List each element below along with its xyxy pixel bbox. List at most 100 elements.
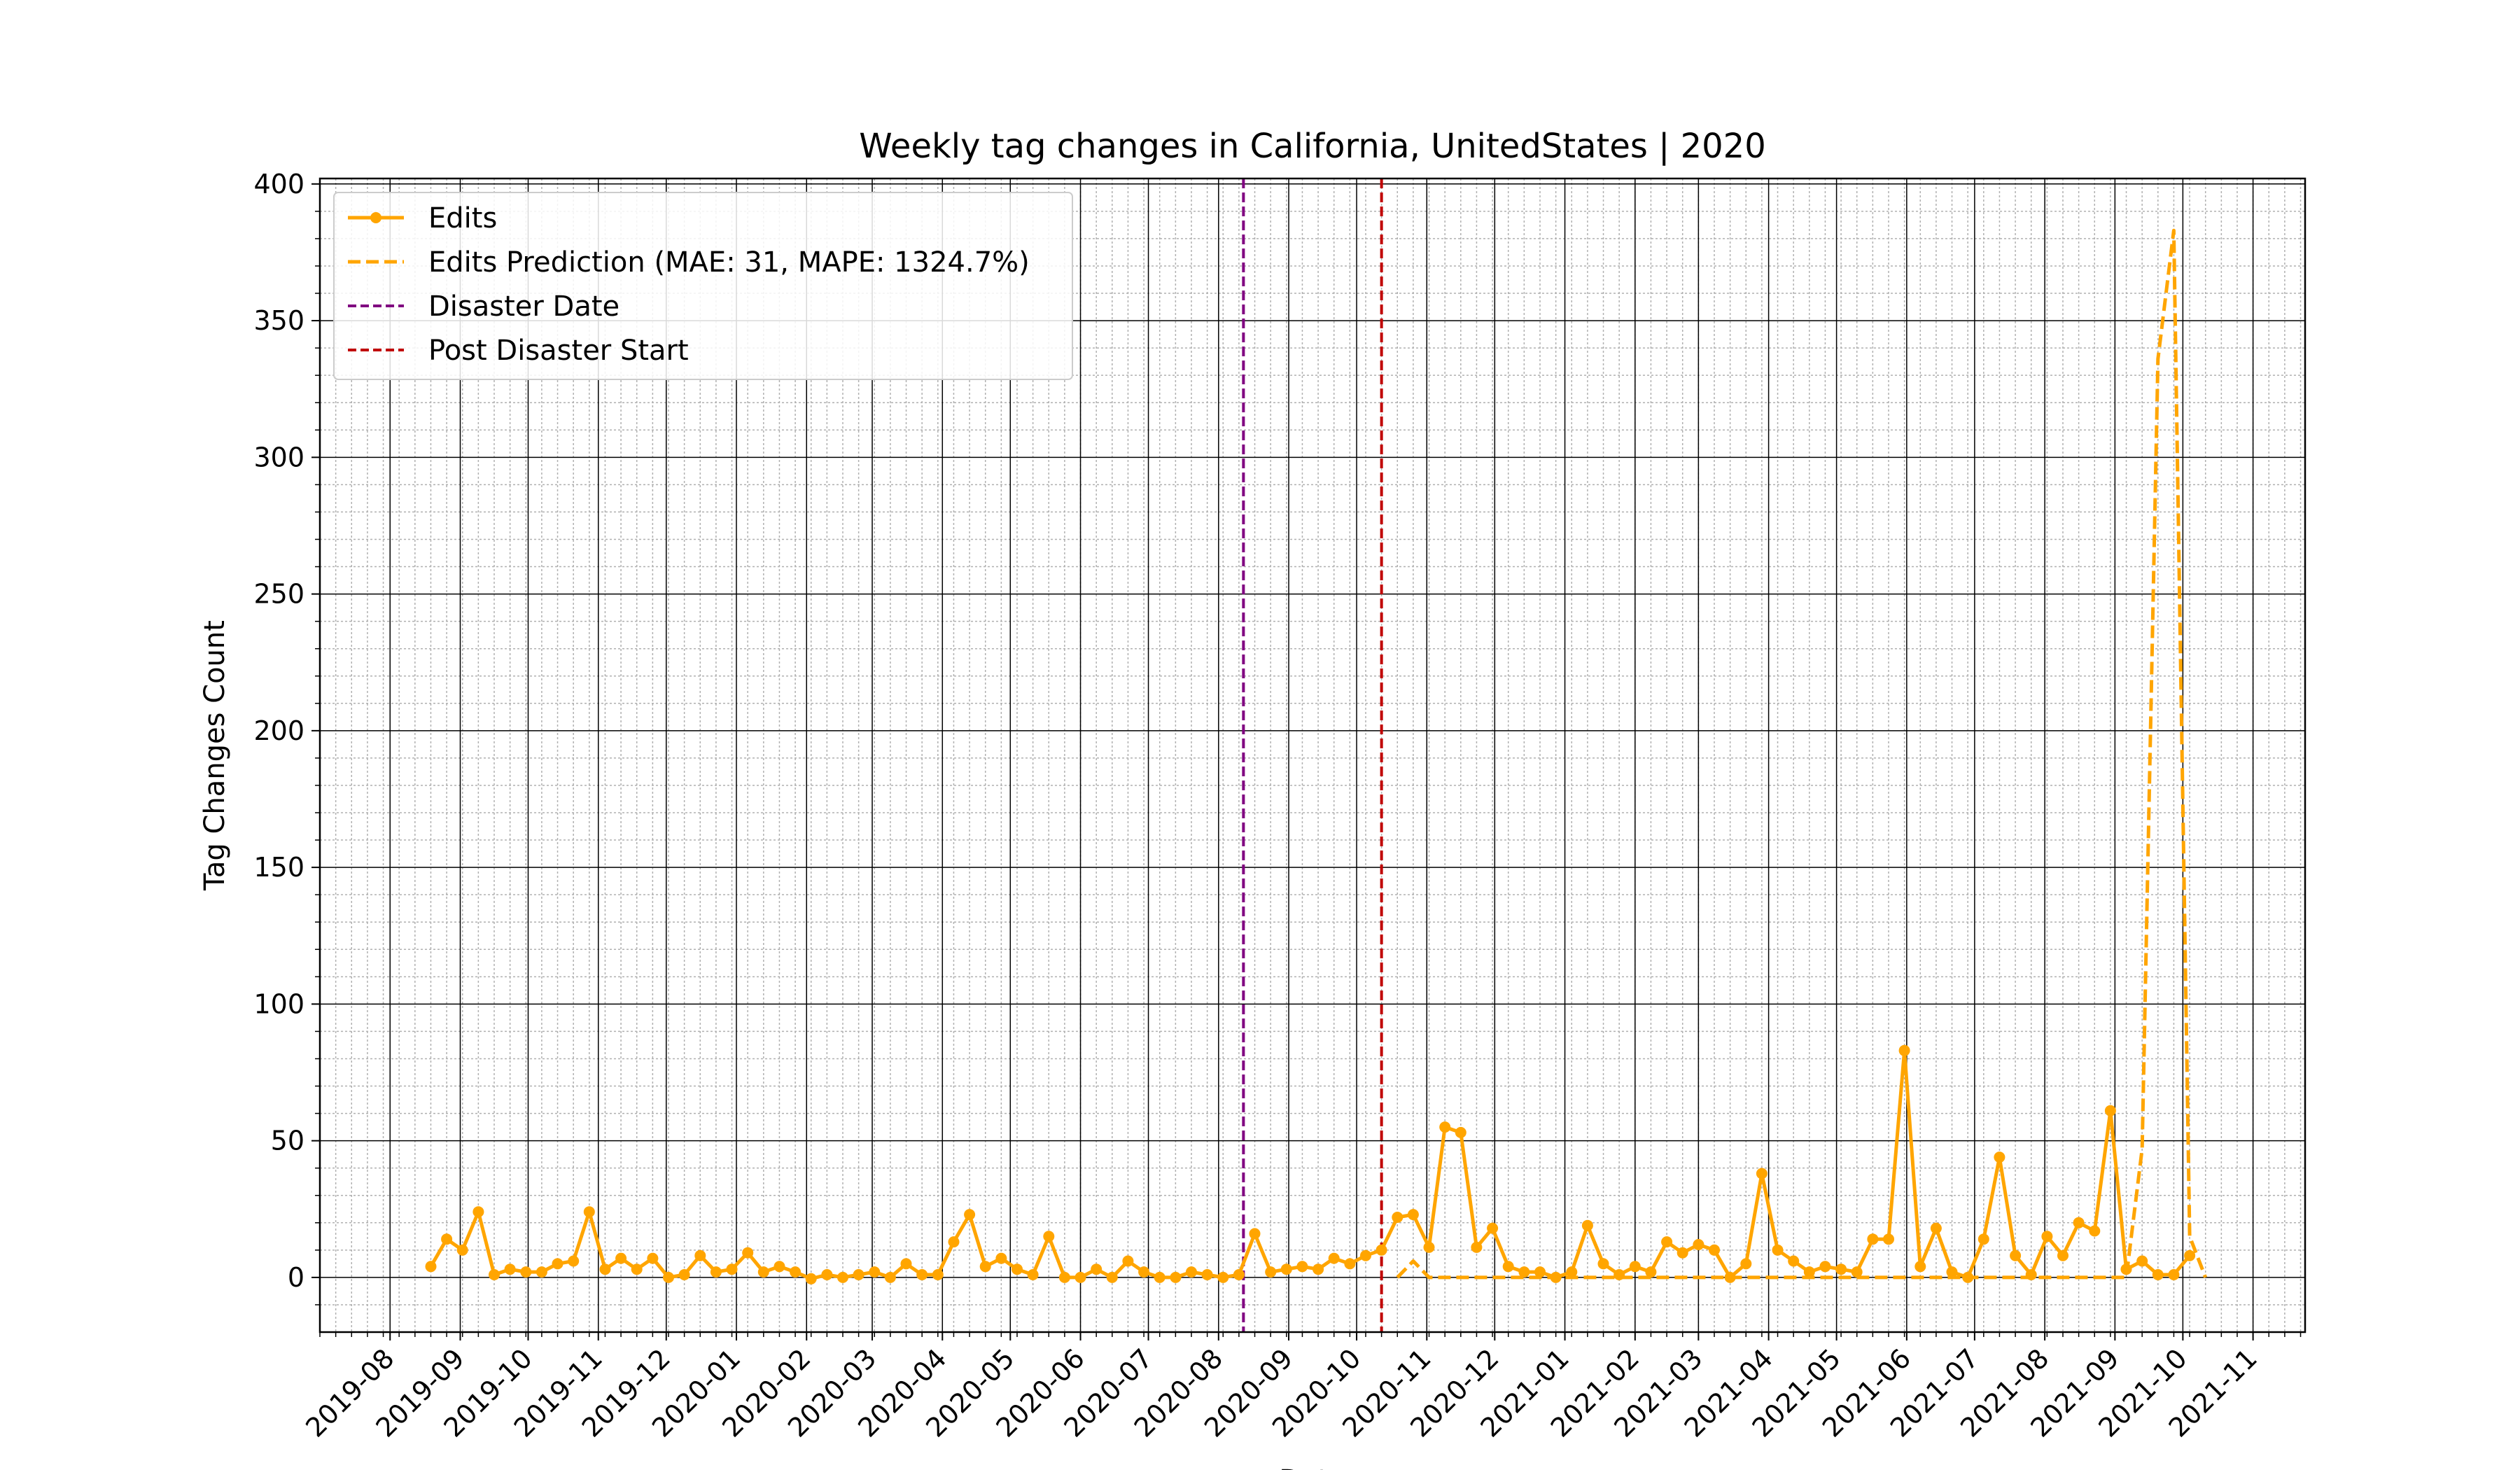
edits-point [520, 1266, 532, 1278]
edits-point [1074, 1271, 1086, 1283]
edits-point [1914, 1261, 1926, 1273]
edits-point [2057, 1250, 2068, 1261]
edits-point [2152, 1269, 2164, 1280]
edits-point [1676, 1247, 1688, 1259]
y-tick-label: 100 [253, 988, 304, 1019]
edits-point [472, 1206, 484, 1218]
edits-point [1597, 1258, 1609, 1270]
x-axis-label: Date [1279, 1464, 1346, 1470]
edits-point [583, 1206, 595, 1218]
edits-point [1803, 1266, 1815, 1278]
y-tick-label: 200 [253, 715, 304, 746]
edits-point [900, 1258, 912, 1270]
plot-frame [318, 177, 2306, 1334]
edits-point [456, 1244, 468, 1256]
edits-point [1392, 1212, 1404, 1223]
edits-point [2168, 1269, 2180, 1280]
edits-point [1011, 1264, 1023, 1275]
edits-point [568, 1255, 580, 1267]
edits-point [1487, 1222, 1499, 1234]
edits-point [1423, 1241, 1435, 1253]
edits-point [2073, 1217, 2085, 1228]
edits-point [1930, 1222, 1942, 1234]
legend-label: Edits [428, 202, 497, 234]
edits-point [1835, 1264, 1847, 1275]
y-tick-label: 50 [271, 1126, 304, 1156]
edits-line [429, 1049, 2192, 1281]
edits-point [1296, 1261, 1308, 1273]
edits-point [425, 1261, 437, 1273]
edits-point [536, 1266, 547, 1278]
edits-point [726, 1264, 738, 1275]
edits-point [1994, 1152, 2005, 1163]
edits-point [1106, 1271, 1118, 1283]
edits-point [647, 1252, 659, 1264]
edits-point [1265, 1266, 1277, 1278]
edits-point [1439, 1121, 1451, 1133]
edits-point [979, 1261, 991, 1273]
edits-point [1772, 1244, 1784, 1256]
y-tick-label: 350 [253, 305, 304, 336]
legend-marker-edits [370, 212, 382, 223]
edits-point [2184, 1250, 2196, 1261]
edits-point [1756, 1168, 1768, 1180]
edits-point [1819, 1261, 1831, 1273]
edits-point [2104, 1105, 2116, 1116]
legend-label: Edits Prediction (MAE: 31, MAPE: 1324.7%… [428, 246, 1030, 279]
edits-point [694, 1250, 706, 1261]
edits-point [1867, 1233, 1879, 1245]
edits-point [1154, 1271, 1166, 1283]
edits-point [1534, 1266, 1546, 1278]
edits-point [742, 1247, 754, 1259]
edits-point [1581, 1219, 1593, 1231]
y-tick-label: 150 [253, 852, 304, 883]
grid-layer [319, 178, 2305, 1332]
edits-point [615, 1252, 627, 1264]
edits-point [1201, 1269, 1213, 1280]
edits-point [1740, 1258, 1752, 1270]
series-layer [425, 228, 2208, 1284]
edits-point [932, 1269, 944, 1280]
edits-point [1851, 1266, 1863, 1278]
legend: Edits Edits Prediction (MAE: 31, MAPE: 13… [333, 192, 1073, 380]
edits-point [1407, 1209, 1419, 1221]
vline-layer [1242, 178, 1383, 1332]
edits-point [1376, 1244, 1387, 1256]
edits-point [631, 1264, 643, 1275]
edits-point [678, 1269, 690, 1280]
edits-point [1709, 1244, 1720, 1256]
edits-point [837, 1271, 848, 1283]
edits-point [1344, 1258, 1356, 1270]
edits-point [441, 1233, 453, 1245]
chart-title: Weekly tag changes in California, United… [859, 127, 1765, 166]
edits-point [1661, 1236, 1673, 1248]
edits-point [1043, 1231, 1055, 1242]
y-tick-label: 0 [288, 1262, 304, 1293]
legend-label: Post Disaster Start [428, 335, 689, 367]
y-tick-label: 400 [253, 169, 304, 200]
edits-point [1138, 1266, 1150, 1278]
edits-point [884, 1271, 896, 1283]
edits-point [1898, 1044, 1910, 1056]
edits-point [790, 1266, 802, 1278]
edits-point [2136, 1255, 2148, 1267]
edits-point [1645, 1266, 1657, 1278]
edits-point [916, 1269, 928, 1280]
edits-point [1977, 1233, 1989, 1245]
edits-point [1360, 1250, 1371, 1261]
edits-point [1788, 1255, 1800, 1267]
edits-point [1629, 1261, 1641, 1273]
legend-box [333, 192, 1073, 380]
y-tick-label: 300 [253, 442, 304, 472]
edits-point [1170, 1271, 1182, 1283]
edits-point [964, 1209, 976, 1221]
edits-point [1233, 1269, 1245, 1280]
edits-point [1249, 1228, 1261, 1240]
edits-point [504, 1264, 516, 1275]
edits-point [1518, 1266, 1530, 1278]
y-tick-label: 250 [253, 579, 304, 610]
edits-point [1280, 1264, 1292, 1275]
edits-point [552, 1258, 564, 1270]
edits-point [995, 1252, 1007, 1264]
edits-point [757, 1266, 769, 1278]
